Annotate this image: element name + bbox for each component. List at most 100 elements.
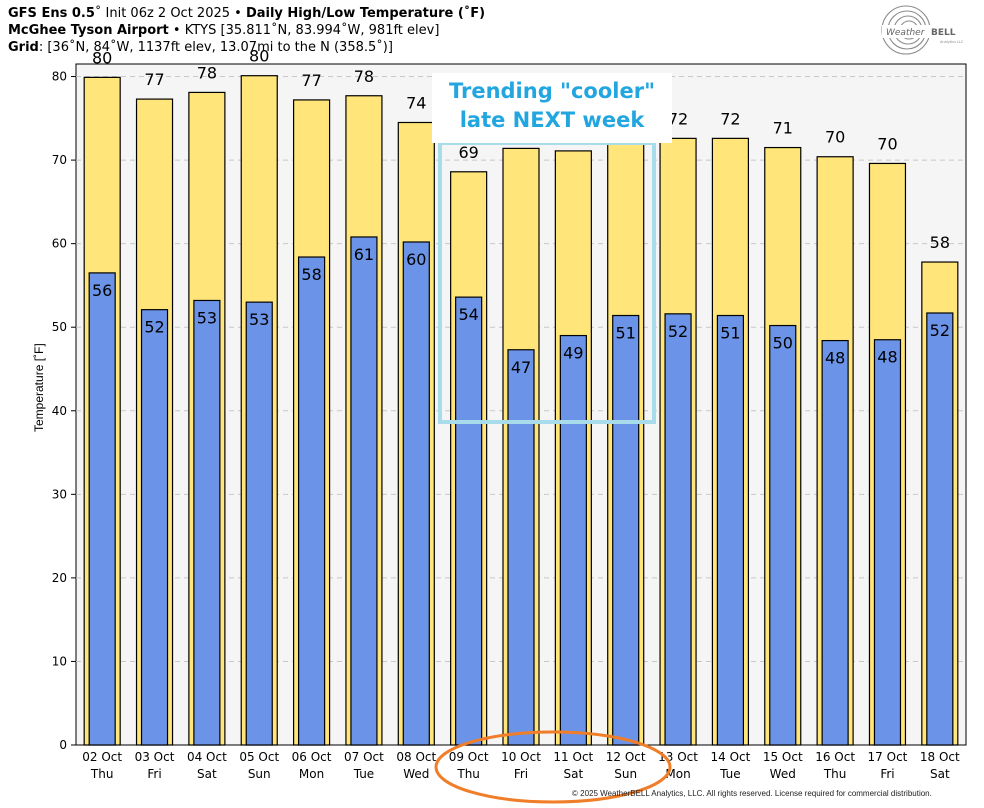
y-tick-label: 60	[52, 237, 67, 251]
low-value-label: 51	[616, 324, 636, 343]
low-bar	[350, 236, 378, 746]
x-tick-date: 07 Oct	[344, 750, 384, 764]
x-axis: 02 Oct Thu 03 Oct Fri 04 Oct Sat 05 Oct Sun 06 O…	[82, 750, 960, 781]
low-value-label: 60	[406, 250, 426, 269]
low-value-label: 51	[720, 324, 740, 343]
low-value-label: 52	[144, 318, 164, 337]
x-tick-day: Thu	[823, 767, 847, 781]
x-tick-date: 15 Oct	[763, 750, 803, 764]
x-tick-day: Fri	[147, 767, 161, 781]
x-tick-day: Sat	[930, 767, 950, 781]
low-value-label: 47	[511, 358, 531, 377]
y-tick-label: 40	[52, 404, 67, 418]
grid-label: Grid	[8, 40, 39, 55]
x-tick-day: Thu	[456, 767, 480, 781]
x-tick-date: 02 Oct	[82, 750, 122, 764]
highlight-box	[438, 141, 656, 424]
low-value-label: 48	[877, 348, 897, 367]
callout-line1: Trending "cooler"	[448, 79, 656, 103]
x-tick-date: 17 Oct	[868, 750, 908, 764]
y-axis: 0 10 20 30 40 50 60 70 80	[52, 70, 76, 752]
y-tick-label: 30	[52, 487, 67, 501]
high-value-label: 72	[720, 109, 740, 128]
x-tick-day: Mon	[665, 767, 690, 781]
high-value-label: 74	[406, 93, 426, 112]
product-name: Daily High/Low Temperature (˚F)	[245, 6, 486, 21]
copyright-notice: © 2025 WeatherBELL Analytics, LLC. All r…	[572, 789, 932, 798]
x-tick-day: Mon	[299, 767, 324, 781]
high-value-label: 70	[877, 134, 897, 153]
high-value-label: 78	[197, 63, 217, 82]
logo-text-bell: BELL	[931, 28, 956, 38]
y-tick-label: 20	[52, 571, 67, 585]
low-value-label: 48	[825, 349, 845, 368]
low-bar	[926, 312, 954, 746]
y-tick-label: 70	[52, 153, 67, 167]
low-value-label: 53	[197, 308, 217, 327]
high-value-label: 69	[458, 143, 478, 162]
x-tick-date: 09 Oct	[449, 750, 489, 764]
low-value-label: 53	[249, 310, 269, 329]
logo-text-weather: Weather	[886, 28, 926, 38]
chart-header-line3: Grid: [36˚N, 84˚W, 1137ft elev, 13.07mi …	[8, 40, 393, 56]
x-tick-day: Fri	[514, 767, 528, 781]
low-value-label: 56	[92, 281, 112, 300]
logo-subtext: Analytics LLC	[940, 40, 964, 44]
y-tick-label: 0	[59, 738, 67, 752]
low-bar	[245, 301, 273, 746]
x-tick-date: 03 Oct	[135, 750, 175, 764]
x-tick-day: Sat	[564, 767, 584, 781]
x-tick-day: Tue	[353, 767, 375, 781]
low-value-label: 54	[458, 305, 478, 324]
high-value-label: 72	[668, 109, 688, 128]
x-tick-day: Fri	[880, 767, 894, 781]
x-tick-day: Tue	[719, 767, 741, 781]
low-bar	[873, 339, 902, 746]
y-tick-label: 80	[52, 70, 67, 84]
x-tick-day: Wed	[403, 767, 429, 781]
trend-callout: Trending "cooler" late NEXT week	[432, 73, 672, 143]
low-bar	[559, 334, 587, 746]
low-bar	[455, 296, 483, 746]
station-info: • KTYS [35.811˚N, 83.994˚W, 981ft elev]	[168, 23, 440, 38]
high-value-label: 58	[930, 233, 950, 252]
low-bar	[612, 314, 640, 746]
x-tick-date: 12 Oct	[606, 750, 646, 764]
y-tick-label: 10	[52, 654, 67, 668]
x-tick-date: 18 Oct	[920, 750, 960, 764]
low-bar	[716, 314, 745, 746]
low-bar	[402, 241, 430, 746]
chart-header-line2: McGhee Tyson Airport • KTYS [35.811˚N, 8…	[8, 23, 439, 39]
x-tick-date: 16 Oct	[815, 750, 855, 764]
x-tick-date: 10 Oct	[501, 750, 541, 764]
low-bar	[88, 272, 116, 746]
x-tick-day: Wed	[770, 767, 796, 781]
x-tick-date: 14 Oct	[710, 750, 750, 764]
x-tick-date: 05 Oct	[239, 750, 279, 764]
x-tick-date: 06 Oct	[292, 750, 332, 764]
low-value-label: 52	[930, 321, 950, 340]
high-value-label: 70	[825, 128, 845, 147]
station-name: McGhee Tyson Airport	[8, 23, 169, 38]
x-tick-date: 11 Oct	[553, 750, 593, 764]
x-tick-date: 04 Oct	[187, 750, 227, 764]
y-tick-label: 50	[52, 320, 67, 334]
low-bar	[507, 349, 535, 746]
chart-header-line1: GFS Ens 0.5˚ Init 06z 2 Oct 2025 • Daily…	[8, 6, 485, 22]
y-axis-label: Temperature [˚F]	[32, 343, 46, 432]
low-bar	[140, 309, 169, 746]
high-value-label: 80	[249, 47, 269, 66]
low-bar	[821, 339, 849, 746]
x-tick-day: Thu	[90, 767, 114, 781]
low-value-label: 50	[773, 334, 793, 353]
low-bar	[769, 324, 797, 746]
x-tick-date: 08 Oct	[396, 750, 436, 764]
x-tick-day: Sat	[197, 767, 217, 781]
low-value-label: 61	[354, 245, 374, 264]
high-value-label: 77	[301, 71, 321, 90]
grid-info: : [36˚N, 84˚W, 1137ft elev, 13.07mi to t…	[38, 40, 393, 55]
low-value-label: 49	[563, 344, 583, 363]
model-name: GFS Ens 0.5	[8, 6, 95, 21]
init-time: ˚ Init 06z 2 Oct 2025 •	[94, 6, 246, 21]
